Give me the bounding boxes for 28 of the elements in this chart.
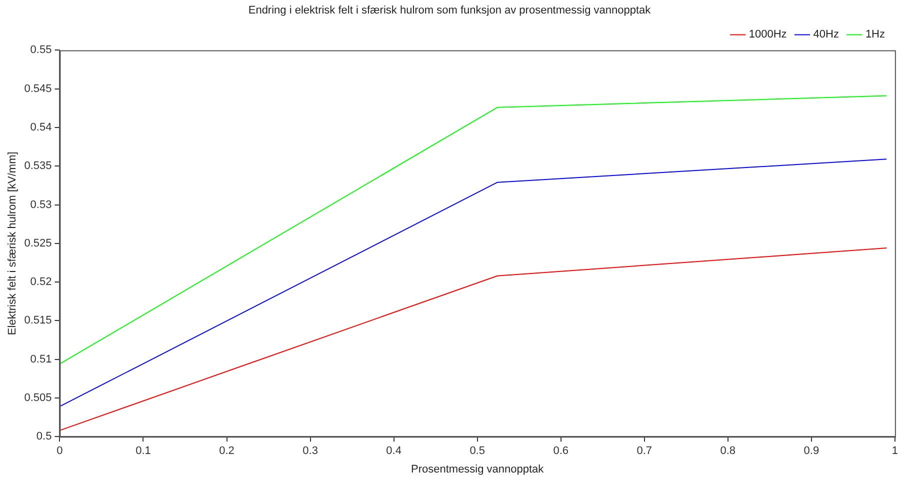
legend-label: 1000Hz: [748, 28, 787, 41]
y-tick-label: 0.53: [30, 198, 52, 211]
x-tick-label: 0.3: [302, 445, 318, 458]
x-tick-label: 1: [892, 445, 898, 458]
y-tick-label: 0.55: [30, 44, 52, 56]
legend-label: 40Hz: [813, 28, 839, 41]
x-tick-label: 0.6: [553, 445, 569, 458]
x-tick-label: 0.9: [804, 445, 820, 458]
x-tick-label: 0.1: [136, 445, 151, 458]
x-tick-label: 0.7: [636, 445, 652, 458]
x-tick-label: 0.4: [386, 445, 402, 458]
y-tick-label: 0.54: [30, 122, 52, 134]
x-axis-title: Prosentmessig vannopptak: [410, 463, 544, 476]
y-tick-label: 0.52: [30, 276, 52, 288]
legend-label: 1Hz: [865, 28, 885, 41]
x-tick-label: 0.2: [219, 445, 234, 458]
x-tick-label: 0.8: [720, 445, 736, 458]
y-tick-label: 0.505: [24, 392, 52, 404]
y-axis-title: Elektrisk felt i sfærisk hulrom [kV/mm]: [6, 152, 19, 336]
y-tick-label: 0.545: [24, 82, 52, 95]
y-tick-label: 0.515: [24, 314, 52, 327]
chart-title: Endring i elektrisk felt i sfærisk hulrom som funksjon av prosentmessig vannopptak: [248, 4, 652, 17]
x-tick-label: 0: [56, 445, 63, 458]
x-tick-label: 0.5: [470, 445, 485, 458]
y-tick-label: 0.51: [30, 353, 52, 366]
y-tick-label: 0.5: [36, 430, 52, 443]
y-tick-label: 0.535: [24, 160, 52, 172]
y-tick-label: 0.525: [24, 237, 52, 250]
